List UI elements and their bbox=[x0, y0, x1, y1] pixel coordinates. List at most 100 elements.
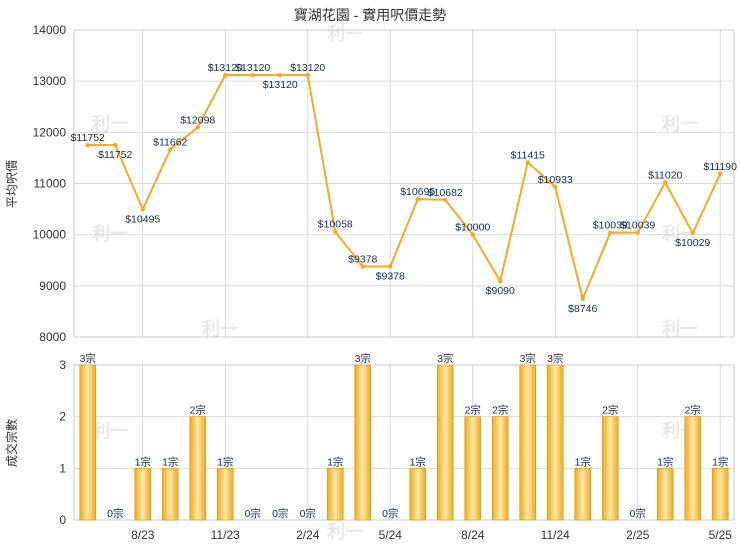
axis-ticks: 8000 9000 10000 11000 12000 13000 14000 0 1 2 3 8/2… bbox=[33, 23, 733, 542]
count-data-label: 2宗 bbox=[685, 404, 701, 417]
count-data-label: 0宗 bbox=[382, 507, 398, 520]
price-data-label: $13120 bbox=[235, 62, 270, 74]
price-point bbox=[470, 232, 475, 237]
price-data-label: $11662 bbox=[153, 137, 187, 149]
price-point bbox=[443, 197, 448, 202]
count-bar bbox=[354, 364, 372, 521]
x-tick-label: 8/23 bbox=[131, 528, 155, 542]
price-point bbox=[223, 72, 228, 78]
price-point bbox=[195, 125, 200, 130]
count-axis-label: 成交宗數 bbox=[4, 419, 19, 467]
price-point bbox=[278, 72, 283, 78]
price-point bbox=[635, 230, 640, 235]
price-data-label: $13120 bbox=[208, 62, 243, 74]
count-bar bbox=[436, 364, 454, 521]
watermark-text: 利一 bbox=[92, 223, 128, 244]
count-data-label: 0宗 bbox=[272, 507, 288, 520]
watermark-text: 利一 bbox=[92, 420, 128, 441]
count-tick-label: 0 bbox=[59, 513, 66, 527]
x-tick-label: 5/25 bbox=[709, 528, 733, 542]
price-point bbox=[663, 180, 668, 185]
price-data-label: $10933 bbox=[538, 174, 573, 186]
price-point bbox=[168, 147, 173, 152]
count-data-label: 0宗 bbox=[107, 507, 123, 520]
price-data-label: $11752 bbox=[98, 149, 132, 161]
count-bar bbox=[711, 468, 729, 521]
price-tick-label: 13000 bbox=[33, 74, 67, 88]
count-bar bbox=[189, 416, 207, 521]
price-data-label: $11415 bbox=[511, 149, 545, 161]
watermark-text: 利一 bbox=[662, 318, 698, 339]
price-data-label: $10695 bbox=[400, 186, 435, 198]
price-point bbox=[85, 142, 90, 148]
price-data-label: $8746 bbox=[568, 303, 597, 315]
count-bar bbox=[491, 416, 509, 521]
watermark-text: 利一 bbox=[202, 318, 238, 339]
x-tick-label: 2/24 bbox=[296, 528, 320, 542]
count-data-label: 1宗 bbox=[135, 455, 151, 468]
count-data-label: 1宗 bbox=[217, 455, 233, 468]
price-point bbox=[608, 230, 613, 235]
price-data-label: $10039 bbox=[593, 220, 628, 232]
count-bars bbox=[79, 364, 729, 521]
count-data-label: 0宗 bbox=[300, 507, 316, 520]
price-point bbox=[415, 196, 420, 202]
price-tick-label: 11000 bbox=[34, 177, 67, 191]
chart-title: 寶湖花園 - 實用呎價走勢 bbox=[294, 7, 446, 23]
count-data-label: 0宗 bbox=[245, 507, 261, 520]
price-data-label: $10029 bbox=[675, 237, 710, 249]
price-data-label: $12098 bbox=[180, 114, 215, 126]
count-data-label: 1宗 bbox=[327, 455, 343, 468]
price-point bbox=[525, 160, 530, 165]
count-data-label: 2宗 bbox=[190, 404, 206, 417]
count-data-label: 1宗 bbox=[410, 455, 426, 468]
count-bar bbox=[546, 364, 564, 521]
data-labels: 3宗 0宗 1宗 1宗 2宗 1宗 0宗 0宗 0宗 1宗 3宗 0宗 1宗 3宗 2宗 2宗 3宗 3宗 1宗 2宗… bbox=[71, 62, 738, 520]
count-data-label: 1宗 bbox=[575, 455, 591, 468]
count-tick-label: 1 bbox=[59, 461, 66, 475]
count-tick-label: 2 bbox=[59, 410, 66, 424]
count-data-label: 3宗 bbox=[520, 352, 536, 365]
count-tick-label: 3 bbox=[59, 358, 66, 372]
count-bar bbox=[79, 364, 97, 521]
price-data-label: $11190 bbox=[704, 161, 738, 173]
price-point bbox=[498, 279, 503, 284]
watermark-text: 利一 bbox=[327, 23, 363, 44]
price-point bbox=[333, 229, 338, 234]
price-tick-label: 8000 bbox=[39, 330, 66, 344]
price-line bbox=[85, 72, 723, 303]
price-frame bbox=[73, 29, 735, 338]
count-data-label: 1宗 bbox=[712, 455, 728, 468]
price-point bbox=[718, 171, 723, 176]
count-bar bbox=[656, 468, 674, 521]
count-bar bbox=[409, 468, 427, 521]
price-point bbox=[690, 230, 695, 236]
price-tick-label: 10000 bbox=[33, 228, 67, 242]
price-grid bbox=[73, 29, 735, 338]
x-tick-label: 5/24 bbox=[379, 528, 403, 542]
price-data-label: $9090 bbox=[486, 285, 515, 297]
count-data-label: 2宗 bbox=[602, 404, 618, 417]
watermark-text: 利一 bbox=[92, 113, 128, 134]
price-point bbox=[580, 296, 585, 302]
count-frame bbox=[73, 364, 735, 521]
count-bar bbox=[684, 416, 702, 521]
count-bar bbox=[161, 468, 179, 521]
price-point bbox=[113, 142, 118, 148]
price-point bbox=[140, 207, 145, 212]
price-point bbox=[250, 72, 255, 78]
count-data-label: 0宗 bbox=[630, 507, 646, 520]
x-tick-label: 2/25 bbox=[626, 528, 650, 542]
x-tick-label: 11/24 bbox=[541, 528, 570, 542]
count-bar bbox=[216, 468, 234, 521]
price-tick-label: 9000 bbox=[39, 279, 66, 293]
x-tick-label: 8/24 bbox=[461, 528, 485, 542]
count-data-label: 1宗 bbox=[162, 455, 178, 468]
count-data-label: 1宗 bbox=[657, 455, 673, 468]
watermark-text: 利一 bbox=[662, 113, 698, 134]
price-tick-label: 14000 bbox=[33, 23, 67, 37]
price-point bbox=[305, 72, 310, 78]
watermark-text: 利一 bbox=[327, 521, 363, 542]
count-bar bbox=[134, 468, 152, 521]
